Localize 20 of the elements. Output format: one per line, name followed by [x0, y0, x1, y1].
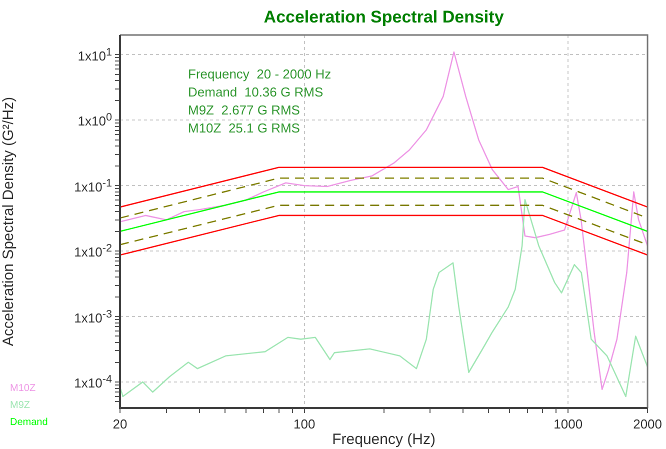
y-tick-label: 1x10$^{-2}$: [74, 242, 112, 260]
x-axis-title: Frequency (Hz): [332, 431, 436, 448]
annotation: M10Z 25.1 G RMS: [188, 120, 300, 136]
text: Demand: [10, 416, 48, 430]
chart-title: Acceleration Spectral Density: [264, 8, 504, 27]
y-axis-title: Acceleration Spectral Density (G²/Hz): [0, 96, 18, 346]
x-tick-label: 2000: [633, 416, 662, 432]
annotation: Frequency 20 - 2000 Hz: [188, 66, 332, 82]
x-tick-label: 20: [112, 416, 128, 432]
annotation: Demand 10.36 G RMS: [188, 84, 324, 100]
annotation: M9Z 2.677 G RMS: [188, 102, 300, 118]
text: M10Z: [10, 382, 37, 396]
y-tick-label: 1x10$^{-3}$: [74, 308, 112, 326]
y-tick-label: 1x10$^{0}$: [78, 111, 112, 129]
y-tick-label: 1x10$^{1}$: [78, 46, 112, 64]
x-tick-label: 100: [294, 416, 316, 432]
y-tick-label: 1x10$^{-4}$: [74, 373, 112, 391]
x-tick-label: 1000: [554, 416, 583, 432]
y-tick-label: 1x10$^{-1}$: [74, 176, 112, 194]
text: M9Z: [10, 399, 31, 413]
